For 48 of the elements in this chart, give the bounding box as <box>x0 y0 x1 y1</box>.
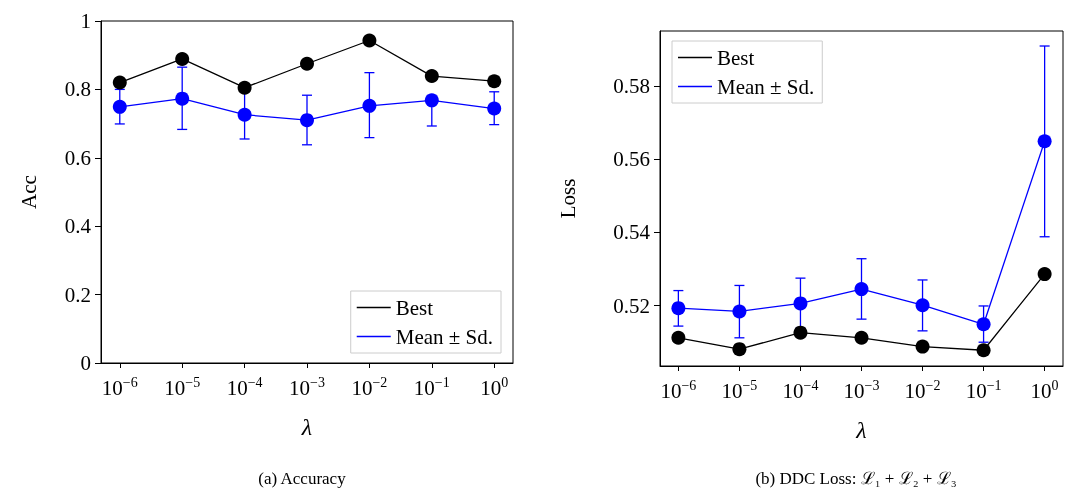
point <box>793 325 808 340</box>
legend-label: Mean ± Sd. <box>395 324 494 349</box>
point <box>237 80 252 95</box>
point <box>362 98 377 113</box>
legend-label: Best <box>395 295 434 320</box>
y-tick-label: 0.4 <box>64 214 92 239</box>
point <box>854 330 869 345</box>
point <box>362 33 377 48</box>
point <box>175 91 190 106</box>
point <box>1037 267 1052 282</box>
point <box>976 317 991 332</box>
point <box>112 99 127 114</box>
point <box>854 282 869 297</box>
x-axis-title: λ <box>300 414 313 440</box>
text: (a) Accuracy <box>258 469 347 488</box>
text: (b) DDC Loss: ℒ₁ + ℒ₂ + ℒ₃ <box>755 469 957 488</box>
y-axis-title: Acc <box>16 175 41 209</box>
point <box>300 56 314 71</box>
y-tick-label: 1 <box>80 9 91 33</box>
point <box>487 74 502 89</box>
y-tick-label: 0.6 <box>64 145 91 170</box>
point <box>793 296 808 311</box>
point <box>112 75 127 90</box>
point <box>671 301 686 316</box>
legend-label: Best <box>717 45 755 70</box>
point <box>732 304 747 319</box>
y-tick-label: 0.58 <box>613 73 650 98</box>
point <box>1037 134 1052 149</box>
point <box>300 113 314 128</box>
point <box>915 339 930 354</box>
y-tick-label: 0.8 <box>64 77 91 102</box>
point <box>732 342 747 357</box>
point <box>424 93 439 108</box>
point <box>915 298 930 313</box>
y-tick-label: 0.52 <box>613 293 650 318</box>
point <box>671 330 686 345</box>
legend-label: Mean ± Sd. <box>717 74 815 99</box>
y-axis-title: Loss <box>555 178 580 219</box>
y-tick-label: 0.56 <box>613 147 650 172</box>
point <box>424 69 439 84</box>
point <box>175 51 190 66</box>
point <box>487 101 502 116</box>
y-tick-label: 0.54 <box>613 220 651 245</box>
y-tick-label: 0 <box>80 351 91 375</box>
point <box>976 343 991 358</box>
y-tick-label: 0.2 <box>64 282 91 307</box>
point <box>237 107 252 122</box>
x-axis-title: λ <box>855 417 867 443</box>
